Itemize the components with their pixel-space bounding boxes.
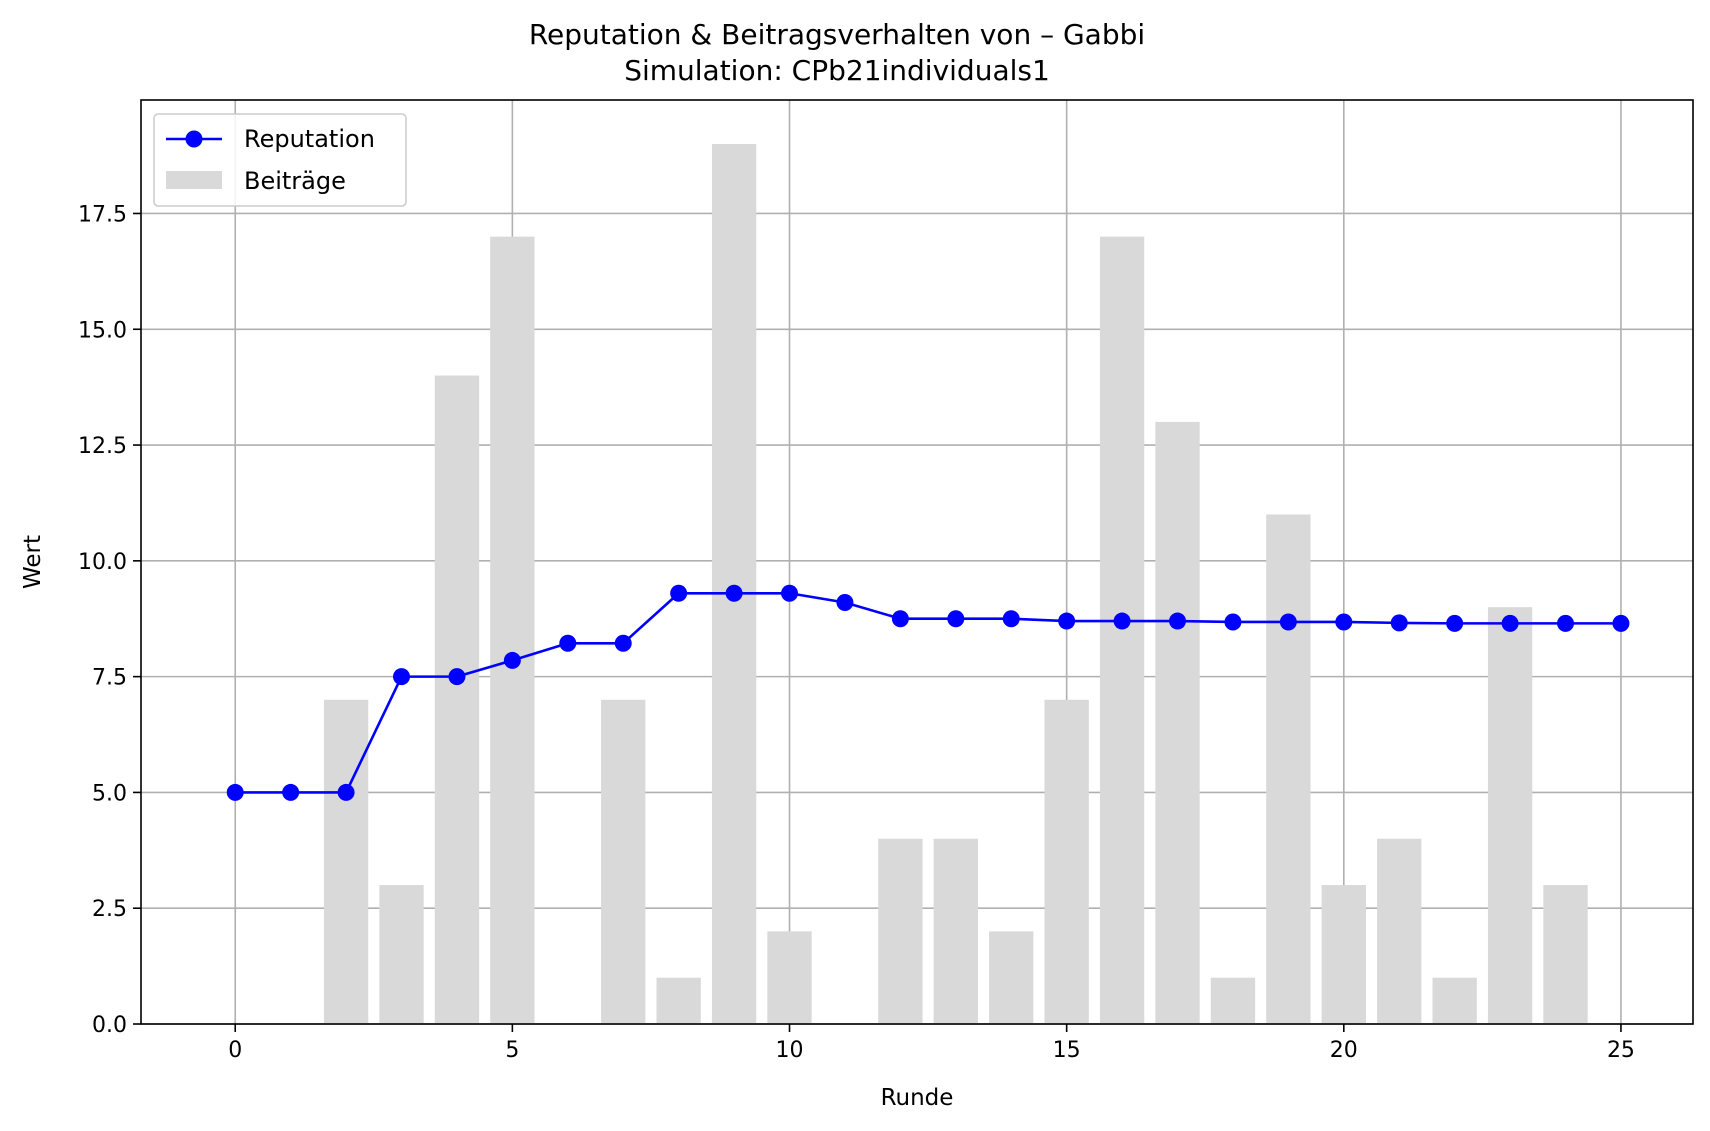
bar <box>323 699 369 1024</box>
bar <box>1321 885 1366 1024</box>
data-point <box>503 651 521 669</box>
x-axis-ticks: 0 5 10 15 20 25 <box>228 1024 1635 1063</box>
data-point <box>1279 613 1297 631</box>
bar <box>1155 421 1200 1024</box>
data-point <box>947 610 965 628</box>
y-tick-label: 5.0 <box>92 781 127 806</box>
bar <box>933 838 978 1024</box>
legend-beitraege-swatch <box>166 171 222 189</box>
data-point <box>1002 610 1020 628</box>
legend-reputation-marker <box>185 130 203 148</box>
plot-frame <box>140 99 1694 1025</box>
data-point <box>1335 613 1353 631</box>
bar <box>1210 977 1256 1024</box>
y-tick-label: 12.5 <box>78 434 127 459</box>
data-point <box>393 668 411 686</box>
y-tick-label: 15.0 <box>78 318 127 343</box>
bar <box>1099 236 1145 1024</box>
data-point <box>448 668 466 686</box>
y-axis-label: Wert <box>20 535 46 589</box>
bar <box>434 375 480 1024</box>
x-tick-label: 25 <box>1607 1038 1635 1063</box>
data-point <box>1501 614 1519 632</box>
legend: Reputation Beiträge <box>153 113 407 207</box>
chart-subtitle: Simulation: CPb21individuals1 <box>624 54 1050 87</box>
data-point <box>1113 612 1131 630</box>
bar <box>656 977 701 1024</box>
data-point <box>226 783 244 801</box>
x-axis-label: Runde <box>881 1085 954 1111</box>
bar <box>1543 885 1588 1024</box>
x-tick-label: 5 <box>505 1038 519 1063</box>
bar <box>711 144 757 1024</box>
x-tick-label: 20 <box>1330 1038 1358 1063</box>
data-point <box>1557 614 1575 632</box>
x-tick-label: 15 <box>1053 1038 1081 1063</box>
legend-label-reputation: Reputation <box>244 125 375 153</box>
data-point <box>614 634 632 652</box>
bar <box>1044 699 1089 1024</box>
data-point <box>337 783 355 801</box>
bar <box>1377 838 1422 1024</box>
bars-beitraege <box>323 144 1588 1024</box>
y-tick-label: 7.5 <box>92 666 127 691</box>
data-point <box>1446 614 1464 632</box>
bar <box>1487 607 1533 1024</box>
line-reputation <box>226 584 1630 801</box>
x-tick-label: 10 <box>776 1038 804 1063</box>
bar <box>767 931 812 1024</box>
data-point <box>670 584 688 602</box>
y-tick-label: 0.0 <box>92 1013 127 1038</box>
legend-label-beitraege: Beiträge <box>244 167 346 195</box>
bar <box>878 838 923 1024</box>
bar <box>379 885 424 1024</box>
x-tick-label: 0 <box>228 1038 242 1063</box>
data-point <box>1224 613 1242 631</box>
bar <box>1266 514 1311 1024</box>
bar <box>601 699 646 1024</box>
data-point <box>891 610 909 628</box>
bar <box>1432 977 1477 1024</box>
data-point <box>1612 614 1630 632</box>
data-point <box>1390 614 1408 632</box>
y-tick-label: 2.5 <box>92 897 127 922</box>
data-point <box>836 594 854 612</box>
y-axis-ticks: 0.0 2.5 5.0 7.5 10.0 12.5 15.0 17.5 <box>78 202 141 1038</box>
y-tick-label: 17.5 <box>78 202 127 227</box>
y-tick-label: 10.0 <box>78 550 127 575</box>
bar <box>490 236 535 1024</box>
data-point <box>282 783 300 801</box>
data-point <box>781 584 799 602</box>
bar <box>989 931 1034 1024</box>
data-point <box>725 584 743 602</box>
data-point <box>1058 612 1076 630</box>
chart-title: Reputation & Beitragsverhalten von – Gab… <box>529 18 1145 51</box>
data-point <box>1169 612 1187 630</box>
data-point <box>559 634 577 652</box>
series-line <box>235 591 1621 794</box>
